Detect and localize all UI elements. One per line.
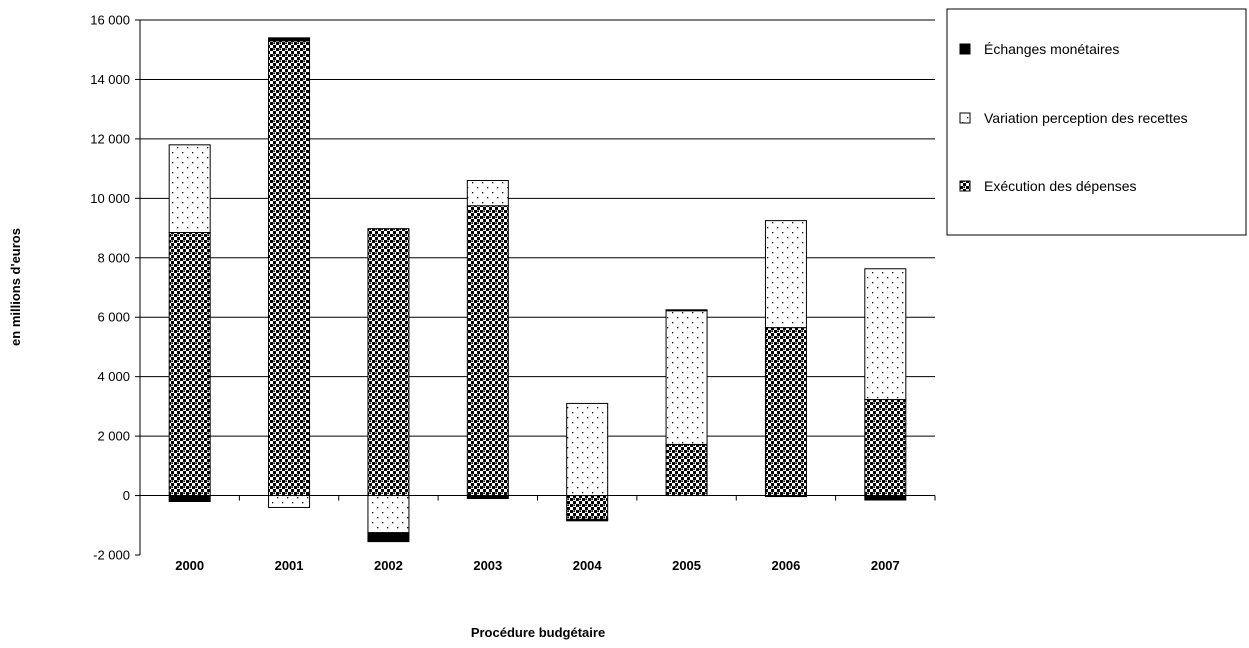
- bar-segment: [367, 495, 410, 534]
- legend-box: [946, 8, 1247, 236]
- y-axis-title: en millions d'euros: [8, 228, 23, 346]
- bar-segment: [665, 309, 708, 312]
- y-tick-label: 0: [123, 488, 130, 503]
- x-tick-labels: 2000 2001 2002 2003 2004 2005 2006 2007: [175, 558, 900, 573]
- bar-segment: [168, 144, 211, 234]
- bar-segment: [665, 310, 708, 445]
- bar-segment: [367, 532, 410, 543]
- y-tick-label: 12 000: [90, 131, 130, 146]
- bar-segment: [466, 205, 509, 497]
- bar-segment: [764, 327, 807, 497]
- legend-swatch: [959, 43, 971, 55]
- x-tick-label: 2005: [672, 558, 701, 573]
- legend-swatch: [959, 180, 971, 192]
- legend-label: Exécution des dépenses: [984, 178, 1137, 194]
- x-tick-label: 2004: [573, 558, 603, 573]
- x-axis-title: Procédure budgétaire: [471, 625, 605, 640]
- x-tick-label: 2001: [275, 558, 304, 573]
- bar-segment: [864, 399, 907, 497]
- bar-segment: [168, 495, 211, 502]
- bar-segment: [268, 495, 311, 508]
- y-tick-label: 4 000: [97, 369, 130, 384]
- legend-swatch: [959, 112, 971, 124]
- bar-segment: [268, 40, 311, 497]
- y-tick-label: 16 000: [90, 13, 130, 28]
- y-tick-label: 2 000: [97, 429, 130, 444]
- bar-segment: [566, 402, 609, 497]
- y-tick-label: 6 000: [97, 310, 130, 325]
- bar-segment: [764, 220, 807, 329]
- x-tick-label: 2006: [771, 558, 800, 573]
- bar-segment: [864, 268, 907, 401]
- legend-label: Variation perception des recettes: [984, 110, 1188, 126]
- bar-segment: [665, 443, 708, 497]
- bar-segment: [466, 180, 509, 207]
- bar-segment: [367, 228, 410, 497]
- bar-segment: [566, 518, 609, 522]
- x-tick-label: 2002: [374, 558, 403, 573]
- bar-segment: [566, 495, 609, 520]
- y-tick-label: -2 000: [93, 548, 130, 563]
- bar-segment: [864, 495, 907, 501]
- axes: [135, 19, 936, 556]
- y-tick-label: 10 000: [90, 191, 130, 206]
- grid-lines: [140, 19, 935, 497]
- x-tick-label: 2000: [175, 558, 204, 573]
- x-tick-label: 2003: [473, 558, 502, 573]
- legend-label: Échanges monétaires: [984, 41, 1119, 57]
- bar-segment: [268, 37, 311, 42]
- y-tick-label: 14 000: [90, 72, 130, 87]
- bar-segment: [168, 232, 211, 497]
- bars: [168, 37, 907, 543]
- y-tick-label: 8 000: [97, 250, 130, 265]
- y-tick-labels: -2 000 0 2 000 4 000 6 000 8 000 10 000 12 000 1…: [90, 13, 130, 563]
- legend: Échanges monétaires Variation perception …: [946, 8, 1247, 236]
- x-tick-label: 2007: [871, 558, 900, 573]
